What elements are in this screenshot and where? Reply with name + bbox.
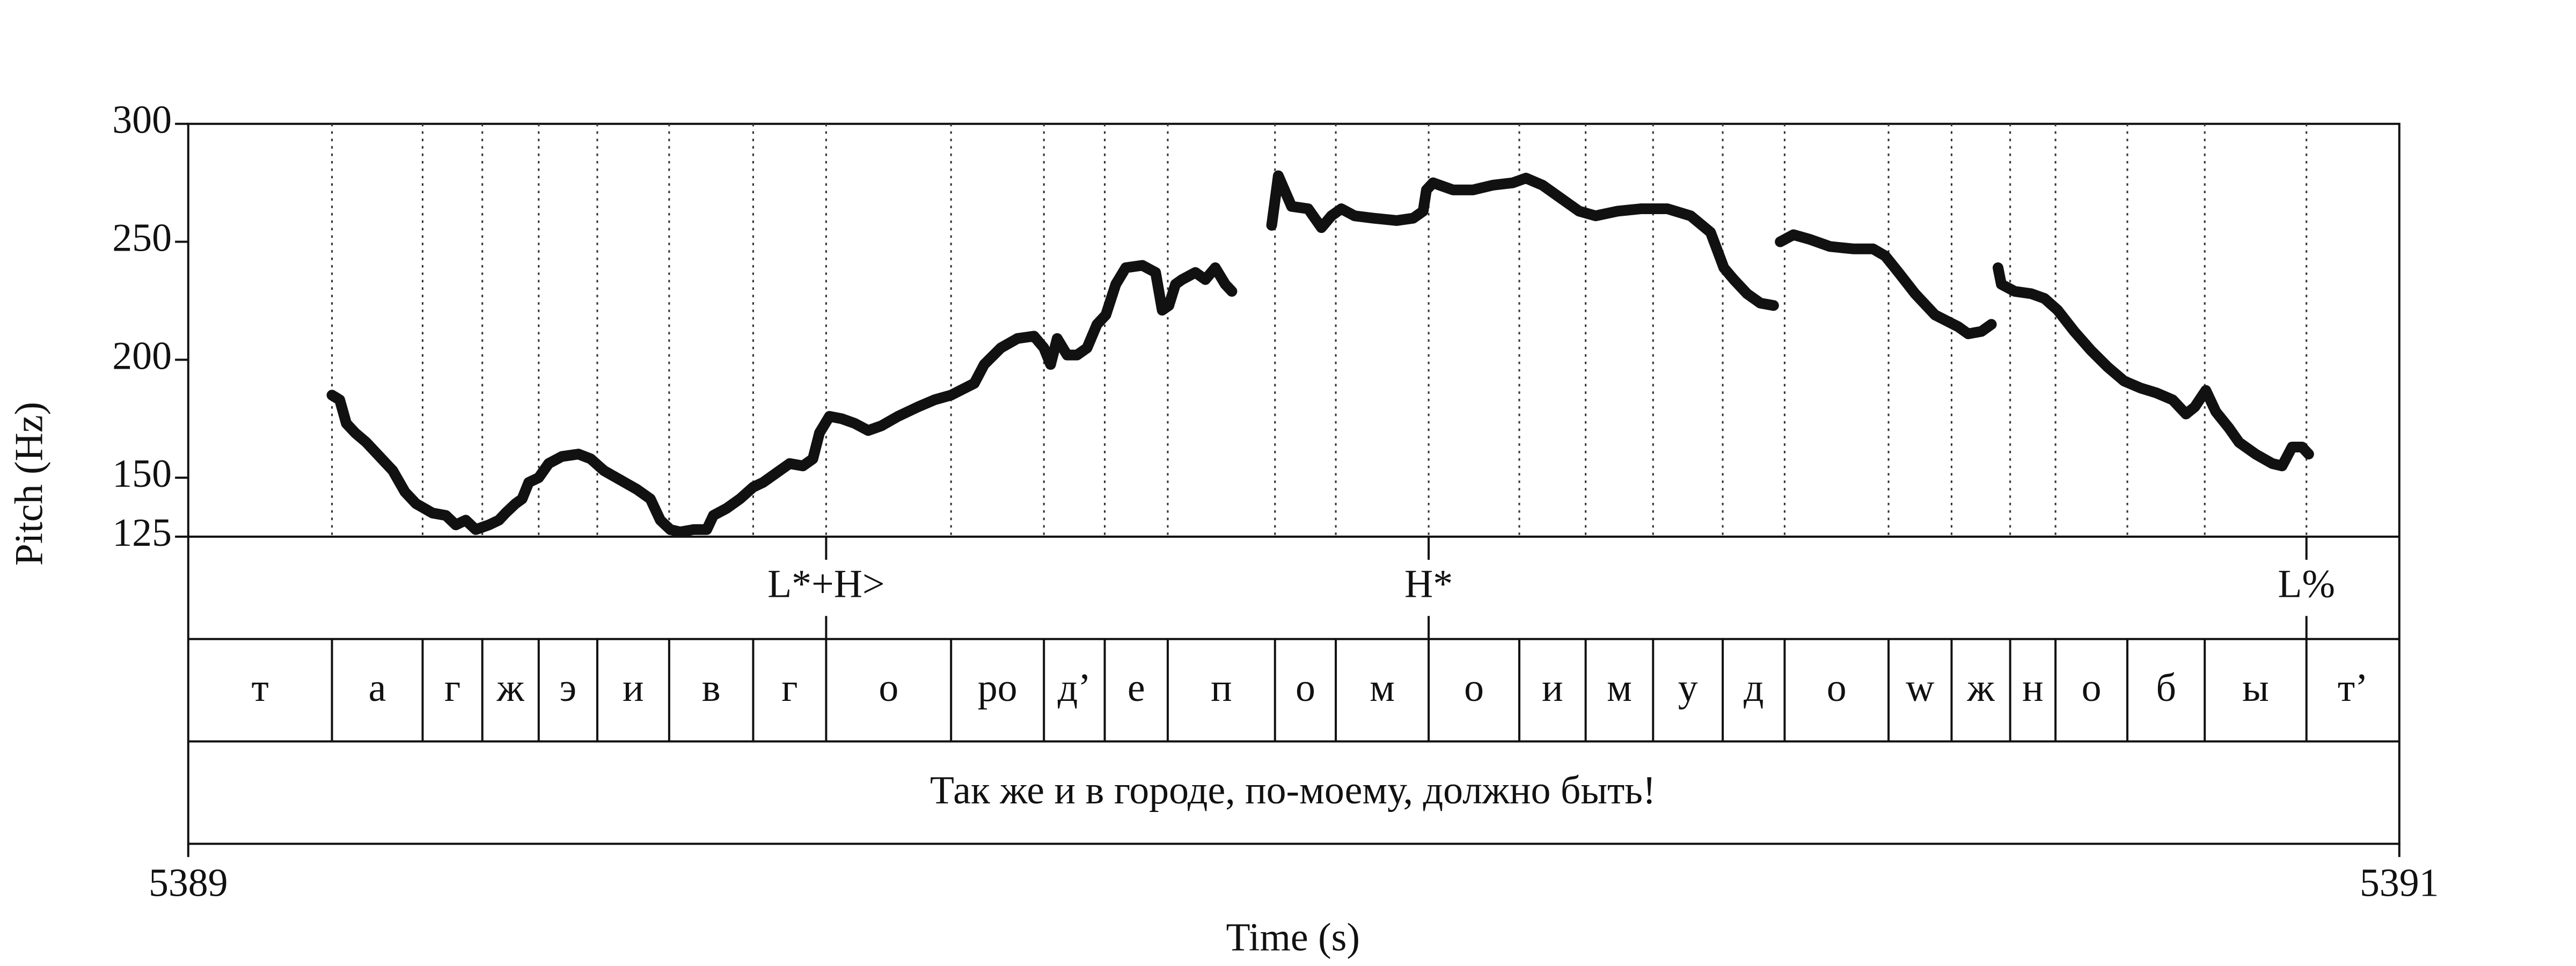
segment-label: т: [252, 665, 269, 709]
segment-label: м: [1607, 665, 1632, 709]
segment-label: у: [1678, 665, 1698, 709]
tone-label: L%: [2278, 561, 2335, 605]
sentence: Так же и в городе, по-моему, должно быть…: [930, 768, 1656, 812]
segment-label: г: [444, 665, 460, 709]
segment-label: д’: [1058, 665, 1091, 709]
segment-label: и: [1542, 665, 1563, 709]
segment-label: о: [1296, 665, 1315, 709]
segment-label: ж: [496, 665, 525, 709]
plot-frame: [187, 122, 2401, 845]
segment-label: б: [2156, 665, 2176, 709]
segment-label: ж: [1967, 665, 1995, 709]
y-axis-label: Pitch (Hz): [6, 402, 50, 566]
segment-label: т’: [2338, 665, 2368, 709]
y-tick-label: 125: [112, 510, 172, 554]
x-axis-label: Time (s): [1226, 915, 1360, 959]
y-tick-label: 300: [112, 98, 172, 142]
y-tick-label: 200: [112, 333, 172, 377]
segment-label: д: [1744, 665, 1764, 709]
segment-label: а: [369, 665, 386, 709]
segment-label: е: [1128, 665, 1145, 709]
tone-label: L*+H>: [767, 561, 885, 605]
x-tick-label: 5391: [2360, 860, 2439, 904]
y-tick-label: 150: [112, 451, 172, 495]
segment-label: э: [560, 665, 577, 709]
segment-label: о: [879, 665, 898, 709]
segment-label: w: [1906, 665, 1934, 709]
segment-label: ы: [2242, 665, 2269, 709]
segment-label: и: [623, 665, 644, 709]
segment-label: о: [1827, 665, 1847, 709]
segment-label: ро: [978, 665, 1018, 709]
segment-label: о: [1464, 665, 1484, 709]
segment-label: в: [702, 665, 721, 709]
segment-label: г: [781, 665, 797, 709]
pitch-contour: [326, 170, 2314, 538]
x-tick-label: 5389: [149, 860, 228, 904]
segment-label: н: [2022, 665, 2044, 709]
segment-label: м: [1370, 665, 1395, 709]
y-tick-label: 250: [112, 216, 172, 260]
tone-label: H*: [1404, 561, 1453, 605]
segment-label: о: [2082, 665, 2102, 709]
segment-label: п: [1211, 665, 1232, 709]
